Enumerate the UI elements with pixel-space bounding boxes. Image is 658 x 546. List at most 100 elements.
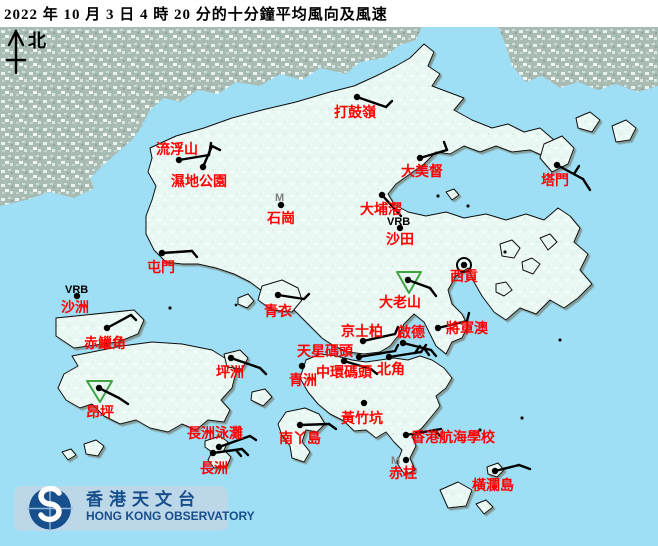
station-dot — [215, 443, 223, 451]
station: 塔門 — [541, 161, 592, 192]
station: 西貢 — [450, 257, 478, 285]
station-dot — [404, 276, 412, 284]
station-label: 青洲 — [289, 372, 317, 389]
wind-barb — [129, 313, 138, 322]
station: 長洲泳灘 — [187, 425, 258, 451]
wind-barb — [190, 249, 199, 259]
station: VRB 沙田 — [386, 216, 414, 248]
wind-barb — [436, 319, 469, 330]
station-label: 南丫島 — [279, 430, 321, 447]
station-dot — [277, 201, 285, 209]
wind-barb — [217, 434, 252, 449]
station-label: 沙洲 — [61, 300, 89, 316]
station: 黃竹坑 — [340, 399, 383, 427]
wind-barb — [517, 463, 532, 471]
station: 赤鱲角 — [84, 313, 138, 352]
station-dot — [399, 339, 407, 347]
wind-barb — [442, 140, 449, 152]
north-label: 北 — [28, 31, 46, 51]
station-label: 大老山 — [379, 294, 421, 311]
station-label: 赤柱 — [389, 465, 417, 482]
station-dot — [553, 161, 561, 169]
north-arrow-icon — [5, 29, 27, 75]
logo-english-name: HONG KONG OBSERVATORY — [86, 509, 255, 523]
station: 香港航海學校 — [402, 427, 496, 446]
station-label: 長洲泳灘 — [187, 425, 243, 442]
hko-logo-icon — [27, 486, 73, 531]
station-dot — [296, 421, 304, 429]
station-label: 坪洲 — [216, 365, 244, 381]
station-label: 赤鱲角 — [84, 335, 126, 352]
wind-barb — [465, 311, 471, 323]
station-label: 天星碼頭 — [297, 344, 354, 360]
wind-barb — [355, 95, 388, 109]
station: 天星碼頭 — [297, 343, 400, 361]
station-status-marker: VRB — [65, 284, 88, 296]
station-status-marker: VRB — [387, 216, 410, 228]
hong-kong-landmass — [55, 43, 637, 515]
logo-chinese-name: 香港天文台 — [86, 490, 201, 509]
station-dot — [227, 354, 235, 362]
station: 打鼓嶺 — [334, 93, 394, 121]
wind-barb — [327, 422, 338, 431]
station: 京士柏 — [341, 323, 400, 345]
station-dot — [274, 291, 282, 299]
station-dot — [209, 449, 217, 457]
station: VRB 沙洲 — [61, 284, 89, 316]
station-dot — [158, 249, 166, 257]
wind-barb — [555, 163, 585, 181]
station-label: 將軍澳 — [446, 320, 489, 337]
page-title: 2022 年 10 月 3 日 4 時 20 分的十分鐘平均風向及風速 — [4, 7, 388, 23]
wind-barb — [160, 249, 194, 255]
station-dot — [355, 353, 363, 361]
station-dot — [460, 261, 468, 269]
wind-barb — [433, 428, 442, 438]
station-label: 香港航海學校 — [410, 429, 496, 446]
station-dot — [360, 399, 368, 407]
station: 昂坪 — [86, 380, 130, 421]
station-status-marker: M — [275, 192, 284, 204]
station: 大埔滘 — [360, 191, 403, 218]
wind-barb — [298, 422, 331, 427]
station-label: 大埔滘 — [360, 201, 402, 218]
station-label: 京士柏 — [341, 323, 383, 340]
wind-barb — [342, 359, 373, 371]
station-dot — [199, 163, 207, 171]
station-dot — [298, 362, 306, 370]
wind-barb — [384, 99, 394, 109]
calm-ring-icon — [456, 257, 472, 273]
wind-barb — [302, 292, 311, 301]
station: 啟德 — [397, 324, 438, 358]
wind-barb — [234, 448, 243, 458]
station-dot — [353, 93, 361, 101]
wind-barb — [380, 193, 403, 218]
wind-barb — [117, 396, 130, 406]
station: 長洲 — [200, 447, 250, 477]
station-label: 濕地公園 — [171, 173, 227, 190]
wind-barb — [97, 386, 121, 400]
station-dot — [95, 384, 103, 392]
station: 青洲 — [289, 362, 317, 389]
station-label: 屯門 — [147, 259, 175, 276]
mainland-china-landmass — [0, 27, 658, 206]
station-label: 橫瀾島 — [472, 477, 514, 494]
station-dot — [175, 156, 183, 164]
wind-barb — [422, 346, 431, 357]
wind-barb — [493, 463, 521, 473]
station-label: 啟德 — [397, 324, 425, 341]
station-label: 北角 — [377, 361, 405, 378]
station: 將軍澳 — [434, 311, 489, 337]
station: 中環碼頭 — [316, 357, 379, 381]
wind-barb — [428, 286, 438, 298]
wind-barb — [393, 343, 400, 353]
station-dot — [491, 467, 499, 475]
station-dot — [402, 456, 410, 464]
station-dot — [103, 324, 111, 332]
station: 橫瀾島 — [472, 463, 532, 494]
wind-barb — [572, 164, 581, 176]
wind-barb — [229, 356, 262, 370]
station-dot — [73, 292, 81, 300]
station: 青衣 — [264, 291, 311, 320]
station-label: 沙田 — [386, 232, 414, 248]
wind-barb — [210, 144, 222, 152]
